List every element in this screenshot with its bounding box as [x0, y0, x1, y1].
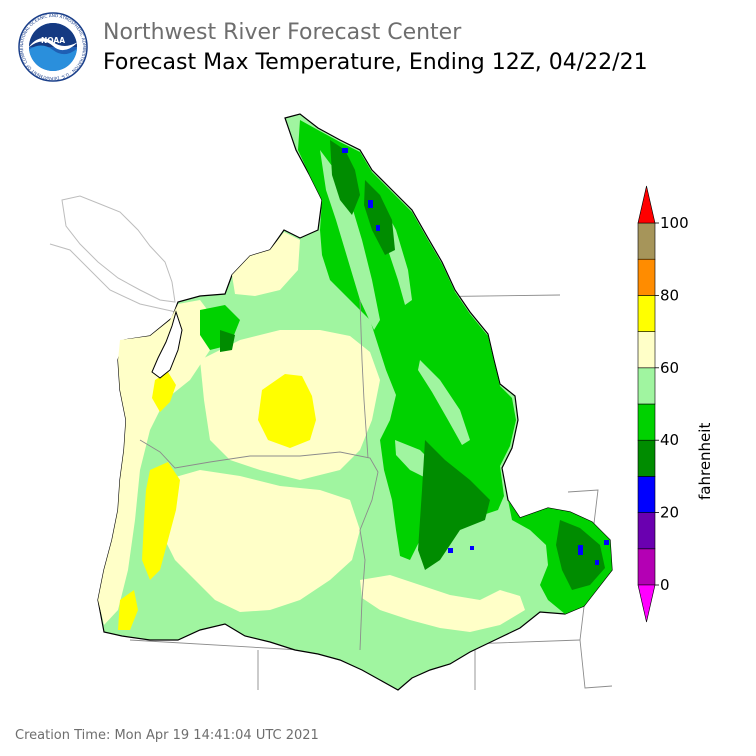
coastline-strait: [49, 243, 177, 313]
temp-zone-70-80: [118, 372, 316, 630]
colorbar-bin: [637, 403, 656, 441]
colorbar-under-arrow: [637, 584, 656, 623]
colorbar-bin: [637, 367, 656, 405]
coastline-puget-sound: [151, 310, 183, 379]
colorbar-tick-label: 40: [660, 431, 679, 449]
colorbar-tick-label: 80: [660, 286, 679, 304]
organization-name: Northwest River Forecast Center: [103, 20, 462, 45]
colorbar-over-arrow: [637, 185, 656, 224]
state-boundaries-inner: [139, 299, 379, 651]
temperature-map: [49, 113, 613, 691]
colorbar-bin: [637, 548, 656, 586]
colorbar-bin: [637, 439, 656, 477]
colorbar-tick-label: 0: [660, 576, 670, 594]
colorbar-bin: [637, 476, 656, 513]
map-title: Forecast Max Temperature, Ending 12Z, 04…: [103, 50, 648, 75]
colorbar-bin: [637, 512, 656, 550]
logo-text: NOAA: [41, 36, 65, 45]
temp-zone-20-30: [342, 148, 609, 565]
colorbar-bin: [637, 331, 656, 369]
colorbar-bin: [637, 222, 656, 260]
colorbar-bin: [637, 295, 656, 332]
colorbar-tick-label: 60: [660, 359, 679, 377]
coastline-vancouver-island: [61, 195, 176, 303]
colorbar-legend: 0 20 40 60 80 100 fahrenheit: [637, 185, 714, 623]
colorbar-tick-label: 100: [660, 214, 689, 232]
colorbar-bin: [637, 258, 656, 296]
creation-time: Creation Time: Mon Apr 19 14:41:04 UTC 2…: [15, 728, 319, 743]
noaa-logo-icon: NATIONAL OCEANIC AND ATMOSPHERIC ADMINIS…: [18, 12, 88, 82]
colorbar-tick-label: 20: [660, 504, 679, 522]
colorbar-unit-label: fahrenheit: [696, 423, 714, 500]
